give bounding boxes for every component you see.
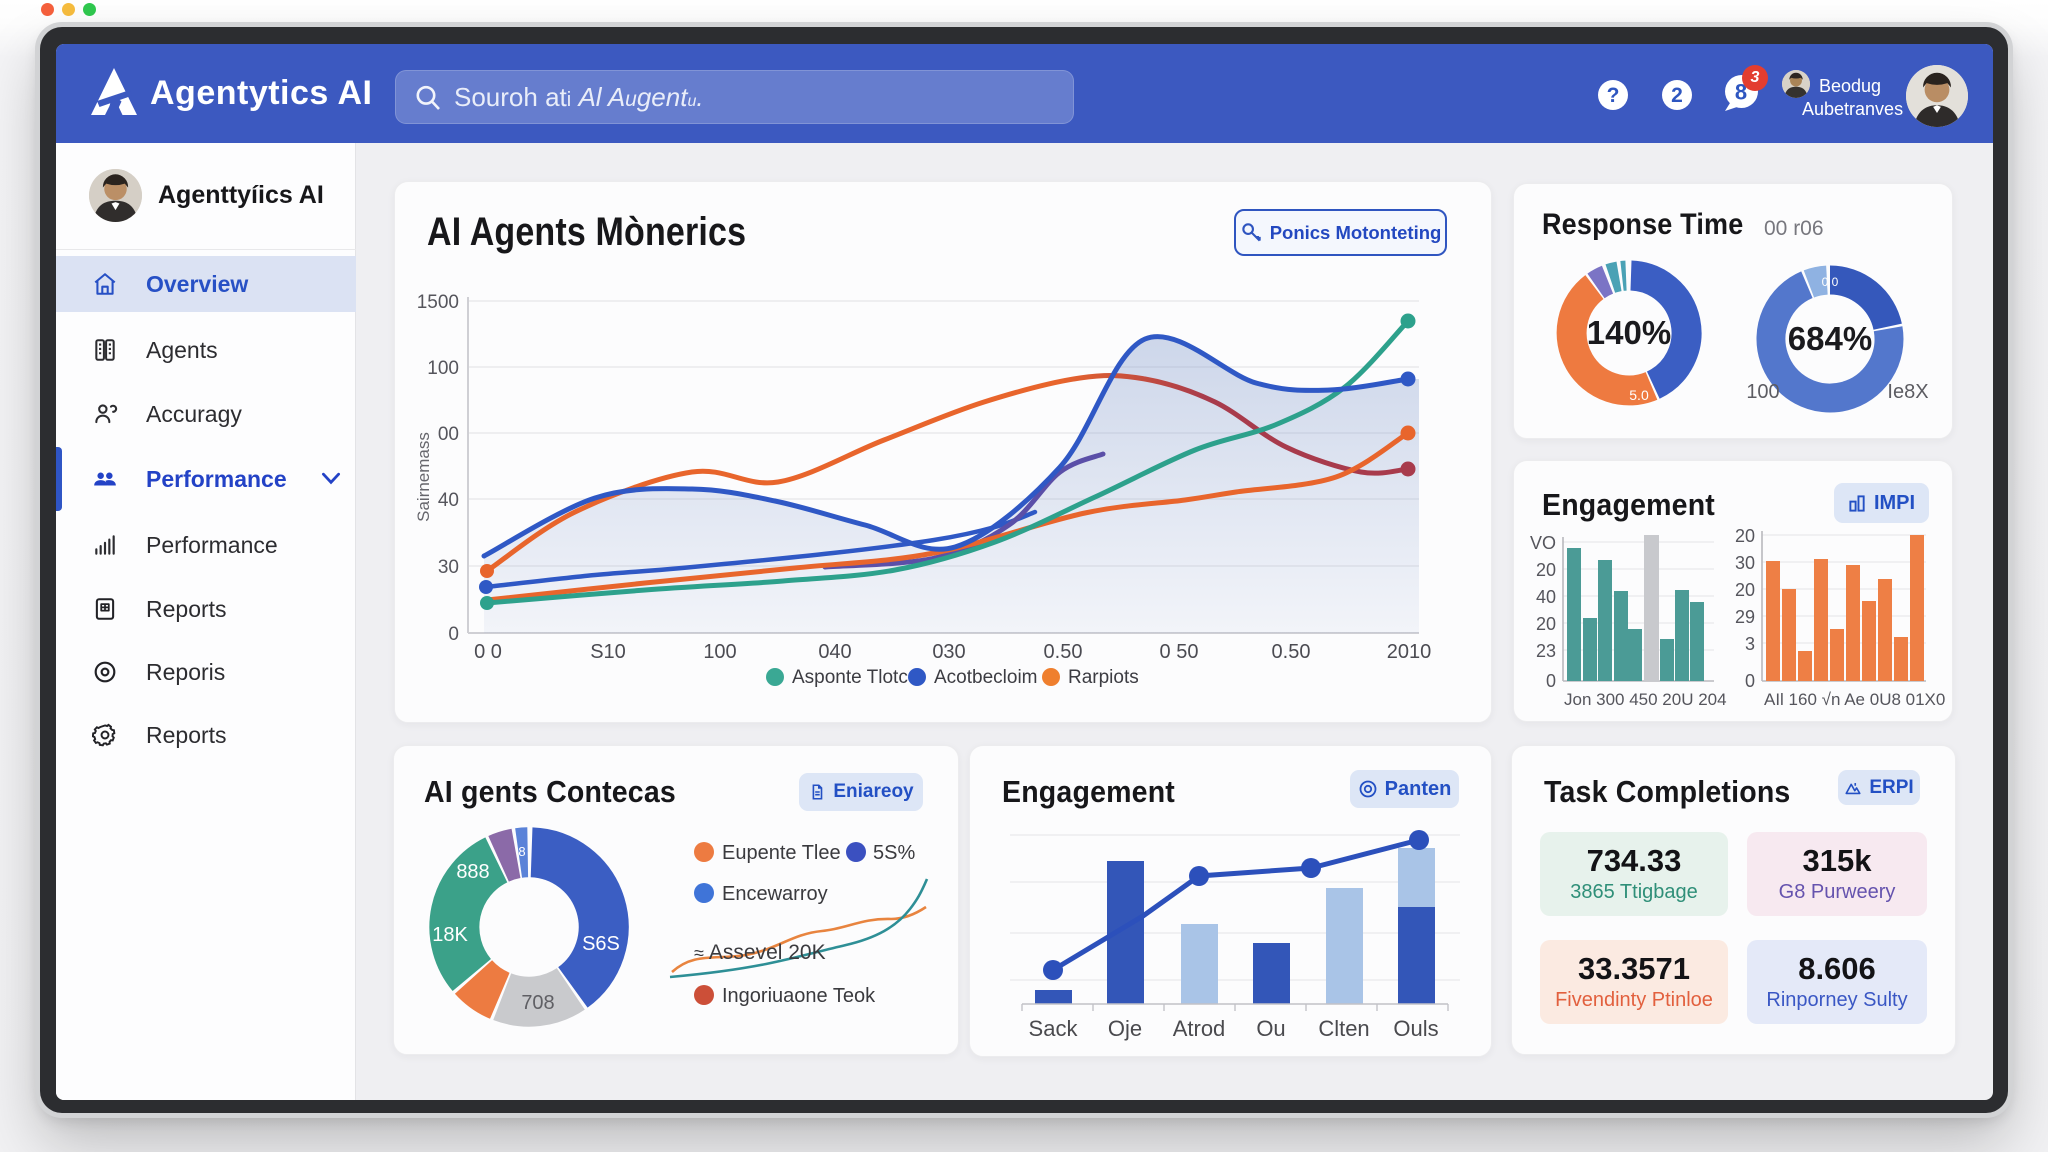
svg-text:Sack: Sack xyxy=(1029,1016,1079,1041)
svg-text:0.50: 0.50 xyxy=(1044,641,1083,663)
svg-text:Ingoriuaone Teok: Ingoriuaone Teok xyxy=(722,985,876,1007)
svg-text:684%: 684% xyxy=(1788,320,1872,357)
svg-text:0.50: 0.50 xyxy=(1272,641,1311,663)
svg-text:0: 0 xyxy=(1546,671,1556,691)
svg-text:5.0: 5.0 xyxy=(1629,387,1649,403)
svg-text:18K: 18K xyxy=(432,924,468,946)
svg-text:Eupente Tlee: Eupente Tlee xyxy=(722,842,841,864)
svg-text:Ou: Ou xyxy=(1256,1016,1285,1041)
svg-text:140%: 140% xyxy=(1587,314,1671,351)
svg-text:≈ Assevel 20K: ≈ Assevel 20K xyxy=(694,941,826,964)
svg-text:1500: 1500 xyxy=(417,292,459,313)
svg-text:VO: VO xyxy=(1530,533,1556,553)
svg-text:29: 29 xyxy=(1735,607,1755,627)
svg-text:708: 708 xyxy=(521,992,554,1014)
svg-text:S10: S10 xyxy=(590,641,626,663)
svg-text:0 50: 0 50 xyxy=(1160,641,1199,663)
svg-text:100: 100 xyxy=(1746,381,1779,403)
svg-text:100: 100 xyxy=(703,641,736,663)
svg-text:0: 0 xyxy=(448,624,459,645)
svg-text:40: 40 xyxy=(438,490,459,511)
svg-text:20: 20 xyxy=(1536,560,1556,580)
svg-text:Jon 300 450 20U 204: Jon 300 450 20U 204 xyxy=(1564,690,1727,709)
svg-text:Sairnemass: Sairnemass xyxy=(414,432,433,522)
svg-text:2010: 2010 xyxy=(1387,641,1432,663)
svg-text:00: 00 xyxy=(438,424,459,445)
svg-text:Clten: Clten xyxy=(1318,1016,1369,1041)
svg-text:888: 888 xyxy=(456,861,489,883)
svg-text:3: 3 xyxy=(1745,634,1755,654)
svg-text:S6S: S6S xyxy=(582,933,620,955)
svg-text:Oje: Oje xyxy=(1108,1016,1142,1041)
svg-text:AIl 160 √n Ae 0U8 01X0: AIl 160 √n Ae 0U8 01X0 xyxy=(1764,690,1945,709)
svg-text:5S%: 5S% xyxy=(873,842,915,864)
svg-text:20: 20 xyxy=(1536,614,1556,634)
svg-text:030: 030 xyxy=(932,641,965,663)
svg-text:Acotbecloim: Acotbecloim xyxy=(934,667,1038,688)
svg-text:0: 0 xyxy=(1745,671,1755,691)
svg-text:30: 30 xyxy=(1735,553,1755,573)
svg-text:Asponte Tlotc: Asponte Tlotc xyxy=(792,667,908,688)
svg-text:0 0: 0 0 xyxy=(474,641,502,663)
svg-text:Atrod: Atrod xyxy=(1173,1016,1226,1041)
svg-text:Rarpiots: Rarpiots xyxy=(1068,667,1139,688)
svg-text:23: 23 xyxy=(1536,641,1556,661)
svg-text:8: 8 xyxy=(518,844,525,859)
svg-text:Ouls: Ouls xyxy=(1393,1016,1438,1041)
svg-text:20: 20 xyxy=(1735,580,1755,600)
svg-text:040: 040 xyxy=(818,641,851,663)
svg-text:100: 100 xyxy=(427,358,459,379)
svg-text:0 0: 0 0 xyxy=(1822,275,1839,289)
svg-text:Ie8X: Ie8X xyxy=(1887,381,1928,403)
svg-text:40: 40 xyxy=(1536,587,1556,607)
svg-text:20: 20 xyxy=(1735,526,1755,546)
svg-text:Encewarroy: Encewarroy xyxy=(722,883,828,905)
svg-text:30: 30 xyxy=(438,557,459,578)
